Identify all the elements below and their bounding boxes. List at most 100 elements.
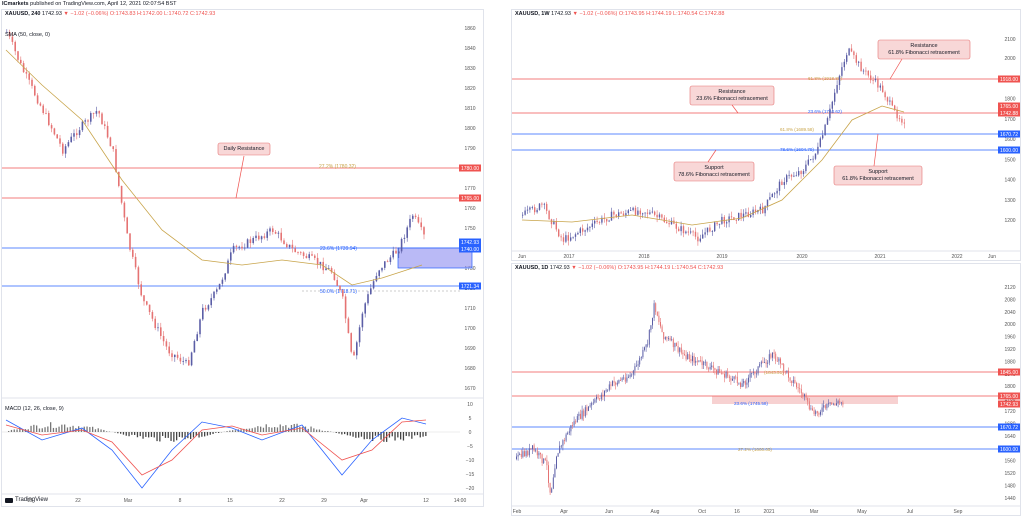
macd-histogram-bar	[282, 426, 284, 432]
candle-body	[567, 235, 569, 241]
macd-histogram-bar	[198, 432, 200, 438]
candle-body	[104, 124, 106, 126]
tradingview-watermark[interactable]: TradingView	[5, 497, 48, 503]
price-tag-label: 1721.34	[461, 284, 479, 290]
candle-body	[718, 223, 721, 225]
candle-body	[589, 405, 591, 407]
time-axis-label: Apr	[560, 509, 568, 515]
candle-body	[98, 111, 100, 114]
candle-body	[736, 376, 738, 384]
candle-body	[137, 267, 140, 285]
chart-canvas-1w[interactable]: 2100200019001800170016001500140013001200…	[512, 10, 1021, 261]
candle-body	[756, 373, 757, 375]
candle-body	[532, 445, 533, 450]
sma-indicator-label[interactable]: SMA (50, close, 0)	[5, 32, 50, 38]
candle-body	[687, 231, 689, 233]
price-axis-label: 1520	[1004, 471, 1015, 477]
candle-body	[586, 407, 588, 411]
symbol-label[interactable]: XAUUSD, 240	[5, 11, 41, 17]
candle-body	[188, 360, 190, 366]
candle-body	[839, 401, 841, 403]
candle-body	[685, 355, 687, 360]
candle-body	[564, 440, 565, 441]
candle-body	[632, 207, 634, 211]
price-axis-label: 1500	[1004, 158, 1015, 164]
candle-body	[898, 118, 901, 120]
candle-body	[255, 235, 257, 239]
candle-body	[204, 307, 207, 310]
time-axis-label: Sep	[954, 509, 963, 515]
candle-body	[636, 365, 637, 367]
support-zone[interactable]	[397, 247, 473, 269]
price-axis-label: 2040	[1004, 310, 1015, 316]
candle-body	[300, 252, 302, 254]
symbol-label[interactable]: XAUUSD, 1D	[515, 265, 549, 271]
candle-body	[778, 181, 781, 191]
candle-body	[672, 339, 674, 348]
chart-panel-4h[interactable]: XAUUSD, 240 1742.93 ▼ −1.02 (−0.06%) O:1…	[1, 9, 484, 507]
candle-body	[837, 401, 839, 404]
candle-body	[696, 360, 698, 362]
candle-body	[640, 357, 642, 358]
candle-body	[802, 393, 804, 397]
candle-body	[573, 421, 575, 426]
candle-body	[400, 238, 403, 252]
candle-body	[829, 402, 831, 404]
candle-body	[838, 75, 841, 86]
price-tag-label: 1670.72	[1000, 132, 1018, 138]
support-618-arrow	[873, 133, 879, 167]
resistance-618-box[interactable]	[877, 39, 971, 60]
macd-histogram-bar	[248, 428, 251, 432]
price-tag	[998, 130, 1020, 138]
symbol-label[interactable]: XAUUSD, 1W	[515, 11, 550, 17]
candle-body	[56, 134, 58, 139]
macd-histogram-bar	[274, 427, 276, 432]
price-axis-label: 1760	[464, 206, 475, 212]
candle-body	[754, 372, 756, 374]
macd-histogram-bar	[55, 427, 57, 432]
candle-body	[831, 101, 833, 109]
candle-body	[84, 120, 86, 122]
fib-236-label: 23.6% (1745.58)	[734, 401, 768, 406]
candle-body	[697, 236, 699, 242]
candle-body	[291, 244, 294, 249]
daily-resistance-box[interactable]	[217, 142, 271, 156]
price-axis-label: 2000	[1004, 56, 1015, 62]
macd-histogram-bar	[164, 432, 167, 438]
candle-body	[288, 244, 291, 248]
candle-body	[592, 402, 594, 404]
candle-body	[123, 202, 126, 218]
candle-body	[34, 85, 36, 96]
price-axis-label: 1880	[1004, 359, 1015, 365]
chart-panel-1w[interactable]: XAUUSD, 1W 1742.93 ▼ −1.02 (−0.06%) O:17…	[511, 9, 1021, 261]
candle-body	[767, 362, 769, 364]
candle-body	[216, 289, 218, 292]
author-name[interactable]: ICmarkets	[2, 1, 29, 7]
resistance-zone[interactable]	[712, 396, 898, 404]
candle-body	[31, 79, 33, 86]
support-618-box[interactable]	[833, 165, 923, 186]
price-axis-label: 1760	[1004, 397, 1015, 403]
macd-histogram-bar	[8, 431, 10, 432]
candle-body	[367, 294, 369, 304]
candle-body	[6, 31, 8, 33]
candle-body	[258, 235, 260, 240]
candle-body	[244, 247, 246, 249]
chart-panel-1d[interactable]: XAUUSD, 1D 1742.93 ▼ −1.02 (−0.06%) O:17…	[511, 263, 1021, 516]
candle-body	[823, 405, 825, 408]
price-tag-label: 1918.00	[1000, 77, 1018, 83]
price-axis-label: 1600	[1004, 137, 1015, 143]
candle-body	[752, 372, 754, 374]
macd-histogram-bar	[64, 424, 66, 432]
candle-body	[36, 95, 39, 104]
macd-indicator-label[interactable]: MACD (12, 26, close, 9)	[5, 406, 64, 412]
candle-body	[775, 353, 777, 361]
price-tag	[998, 368, 1020, 376]
support-786-box[interactable]	[673, 161, 755, 182]
change-value: ▼ −1.02 (−0.06%)	[572, 11, 618, 17]
chart-canvas-1d[interactable]: 2120208020402000196019201880184018001760…	[512, 264, 1021, 516]
chart-canvas-4h[interactable]: 1860184018301820181018001790178017701760…	[2, 10, 484, 507]
candle-body	[690, 231, 692, 233]
candle-body	[336, 280, 338, 286]
candle-body	[704, 361, 706, 363]
